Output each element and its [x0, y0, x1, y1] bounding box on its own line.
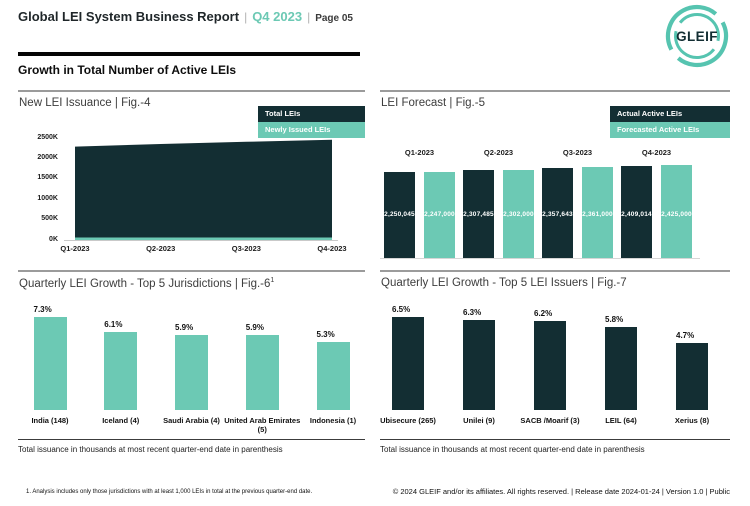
panel-top5-lei-issuers: Quarterly LEI Growth - Top 5 LEI Issuers…	[380, 270, 730, 462]
separator: |	[244, 10, 248, 24]
bar: 2,307,485	[463, 170, 494, 258]
pct-label: 5.8%	[605, 315, 624, 324]
quarter-label: Q1-2023	[404, 148, 435, 157]
report-period: Q4 2023	[252, 9, 303, 24]
bar-value-label: 2,361,000	[582, 211, 613, 218]
y-tick: 500K	[41, 215, 58, 223]
x-tick: Q2-2023	[146, 244, 176, 253]
separator: |	[307, 10, 311, 24]
category-label: Ubisecure (265)	[380, 416, 436, 425]
y-tick: 2500K	[37, 133, 58, 141]
bar	[605, 327, 637, 410]
bar	[463, 320, 495, 410]
bar	[392, 317, 424, 410]
bar	[245, 335, 279, 410]
panel-top5-jurisdictions: Quarterly LEI Growth - Top 5 Jurisdictio…	[18, 270, 365, 462]
category-label: United Arab Emirates (5)	[224, 416, 301, 434]
bar	[33, 317, 67, 410]
bar: 2,409,014	[621, 166, 652, 258]
quarter-label: Q3-2023	[562, 148, 593, 157]
copyright-line: © 2024 GLEIF and/or its affiliates. All …	[392, 487, 730, 496]
bar: 2,247,000	[424, 172, 455, 258]
bar	[534, 321, 566, 410]
report-title: Global LEI System Business Report	[18, 9, 240, 24]
chart-title-fig7: Quarterly LEI Growth - Top 5 LEI Issuers…	[381, 277, 627, 289]
bar-value-label: 2,247,000	[424, 211, 455, 218]
legend-item-forecasted-active-leis: Forecasted Active LEIs	[610, 122, 730, 138]
category-label: Xerius (8)	[674, 416, 710, 425]
legend-item-total-leis: Total LEIs	[258, 106, 365, 122]
bar-value-label: 2,425,000	[661, 211, 692, 218]
category-label: Indonesia (1)	[309, 416, 357, 425]
area-total-leis	[75, 139, 332, 238]
bar-value-label: 2,357,643	[542, 211, 573, 218]
bar	[316, 342, 350, 410]
pct-label: 6.5%	[392, 305, 411, 314]
category-label: Iceland (4)	[102, 416, 140, 425]
bar	[104, 332, 138, 410]
panel-new-lei-issuance: New LEI Issuance | Fig.-4 Total LEIs New…	[18, 90, 365, 268]
x-tick: Q1-2023	[60, 244, 90, 253]
analysis-footnote: 1. Analysis includes only those jurisdic…	[26, 489, 313, 495]
quarter-label: Q2-2023	[483, 148, 514, 157]
y-tick: 0K	[49, 235, 58, 243]
legend-item-actual-active-leis: Actual Active LEIs	[610, 106, 730, 122]
area-chart-new-lei-issuance	[75, 139, 332, 240]
logo-text: GLEIF	[676, 29, 718, 44]
y-tick: 1500K	[37, 174, 58, 182]
bar	[175, 335, 208, 410]
bar-value-label: 2,409,014	[621, 211, 652, 218]
bar: 2,425,000	[661, 165, 692, 258]
category-label: SACB /Moarif (3)	[520, 416, 580, 425]
x-tick: Q4-2023	[317, 244, 347, 253]
chart-title-fig5: LEI Forecast | Fig.-5	[381, 97, 485, 109]
chart-note: Total issuance in thousands at most rece…	[380, 445, 645, 454]
pct-label: 4.7%	[676, 331, 695, 340]
bar: 2,302,000	[503, 170, 534, 258]
page-number: Page 05	[315, 13, 353, 24]
fig5-legend: Actual Active LEIs Forecasted Active LEI…	[610, 106, 730, 138]
category-label: Unilei (9)	[463, 416, 495, 425]
x-axis-line	[64, 240, 338, 241]
pct-label: 7.3%	[33, 305, 52, 314]
bar-value-label: 2,250,045	[384, 211, 415, 218]
chart-note: Total issuance in thousands at most rece…	[18, 445, 283, 454]
bar-value-label: 2,307,485	[463, 211, 494, 218]
bar: 2,357,643	[542, 168, 573, 258]
pct-label: 5.3%	[316, 330, 335, 339]
header-rule	[18, 52, 360, 56]
pct-label: 6.3%	[463, 308, 482, 317]
note-rule	[18, 439, 365, 440]
pct-label: 6.2%	[534, 309, 553, 318]
category-label: India (148)	[31, 416, 69, 425]
gleif-logo: GLEIF	[665, 4, 729, 68]
chart-title-fig6: Quarterly LEI Growth - Top 5 Jurisdictio…	[19, 277, 275, 290]
note-rule	[380, 439, 730, 440]
category-label: LEIL (64)	[605, 416, 637, 425]
x-tick: Q3-2023	[231, 244, 261, 253]
footnote-marker: 1	[270, 277, 275, 284]
bar-value-label: 2,302,000	[503, 211, 534, 218]
pct-label: 6.1%	[104, 320, 123, 329]
category-label: Saudi Arabia (4)	[163, 416, 220, 425]
bar: 2,361,000	[582, 167, 613, 258]
x-axis-line	[380, 258, 700, 259]
pct-label: 5.9%	[175, 323, 194, 332]
pct-label: 5.9%	[245, 323, 264, 332]
section-title: Growth in Total Number of Active LEIs	[18, 63, 237, 77]
quarter-label: Q4-2023	[641, 148, 672, 157]
chart-title-fig4: New LEI Issuance | Fig.-4	[19, 97, 151, 109]
bar: 2,250,045	[384, 172, 415, 258]
y-tick: 2000K	[37, 153, 58, 161]
y-tick: 1000K	[37, 194, 58, 202]
fig4-legend: Total LEIs Newly Issued LEIs	[258, 106, 365, 138]
area-newly-issued-leis	[75, 237, 332, 240]
legend-item-newly-issued-leis: Newly Issued LEIs	[258, 122, 365, 138]
header: Global LEI System Business Report | Q4 202…	[18, 8, 353, 26]
panel-lei-forecast: LEI Forecast | Fig.-5 Actual Active LEIs…	[380, 90, 730, 272]
bar	[676, 343, 708, 410]
